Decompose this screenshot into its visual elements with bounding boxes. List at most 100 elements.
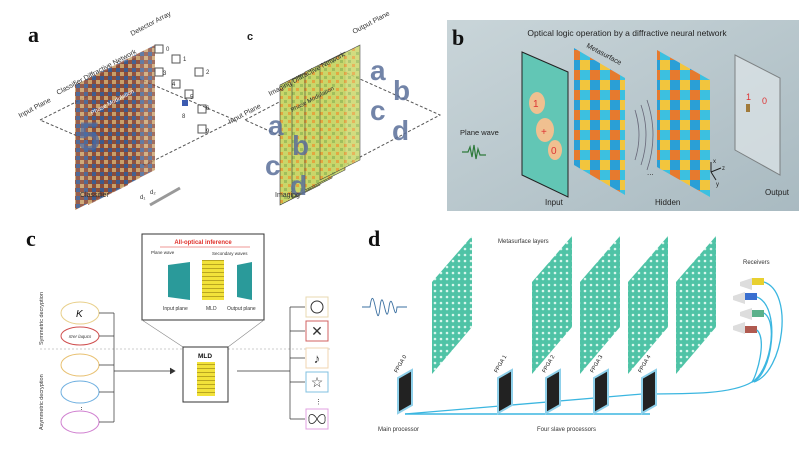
metasurface-layer (574, 48, 625, 195)
svg-text:a: a (268, 110, 284, 141)
panel-a-label: a (28, 22, 39, 47)
imaging-caption: Imaging (275, 192, 300, 199)
svg-text:5: 5 (190, 95, 194, 101)
panel-a: a 5 Input Plane Classifier Diffractive N… (18, 10, 237, 210)
axes-icon: xz y (710, 159, 725, 188)
input-digit: 5 (78, 115, 100, 159)
detector-label: Detector Array (130, 10, 173, 37)
panel-b: b Optical logic operation by a diffracti… (447, 20, 799, 211)
inset-mld-label: MLD (206, 306, 217, 312)
metasurface-layer-2 (580, 236, 620, 374)
input-label: Input (545, 198, 564, 207)
asym-ellipse-1 (60, 353, 100, 377)
svg-text:9: 9 (206, 129, 210, 135)
imaging-layer-4 (319, 44, 361, 181)
svg-text:b: b (393, 75, 410, 106)
ellipsis-right: ⋮ (315, 399, 322, 406)
metasurface-layer-3 (628, 236, 668, 374)
input-cell-1 (529, 92, 545, 114)
mld-box-label: MLD (198, 353, 212, 360)
svg-text:c: c (370, 95, 386, 126)
input-value-0: 0 (551, 146, 557, 157)
detector-array: 0 1 2 3 4 5 6 8 9 (154, 44, 210, 135)
svg-text:y: y (716, 182, 719, 188)
secondary-waves-text: Secondary waves (212, 251, 248, 256)
inset-input-label: Input plane (163, 306, 188, 312)
svg-text:b: b (292, 130, 309, 161)
receivers-label: Receivers (743, 260, 770, 266)
zoom-line-right (227, 319, 265, 348)
svg-text:1: 1 (183, 57, 187, 63)
d2-label: d₂ (150, 190, 156, 196)
svg-text:a: a (370, 55, 386, 86)
fpga-4 (641, 368, 657, 415)
propagation-arrow (149, 186, 181, 207)
output-icons: ✕ ♪ ☆ ⋮ (305, 296, 329, 430)
inset-output-plane (237, 262, 252, 300)
plane-wave-label: Plane wave (460, 128, 499, 137)
cross-icon (305, 320, 329, 342)
svg-text:FPGA 0: FPGA 0 (394, 354, 409, 374)
svg-text:d: d (290, 170, 307, 201)
svg-text:d: d (392, 115, 409, 146)
input-cell-plus (536, 118, 554, 142)
fpga-3 (593, 368, 609, 415)
output-value-1: 1 (746, 92, 751, 102)
svg-text:2: 2 (206, 70, 210, 76)
asymmetric-label: Asymmetric decryption (39, 374, 45, 430)
metasurface-layers-label: Metasurface layers (498, 239, 549, 245)
panel-b-label: b (452, 25, 464, 50)
panel-c-label: c (26, 226, 36, 251)
asym-ellipse-2 (60, 380, 100, 404)
output-plane (734, 54, 781, 176)
classifier-caption: Classifier (80, 192, 109, 199)
hidden-label: Hidden (655, 198, 680, 207)
panel-d: d Metasurface layers Receivers (362, 226, 783, 433)
svg-text:FPGA 1: FPGA 1 (494, 354, 509, 374)
panel-imaging-label: c (247, 31, 253, 43)
inset-input-plane (168, 262, 190, 300)
imaging-output-plane-label: Output Plane (352, 10, 391, 35)
asym-ellipse-3 (60, 410, 100, 434)
output-label: Output (765, 188, 790, 197)
metasurface-layer-1 (532, 236, 572, 374)
plane-wave-text: Plane wave (151, 250, 175, 255)
svg-text:♪: ♪ (314, 351, 321, 366)
main-processor-label: Main processor (378, 427, 419, 433)
input-operator: + (541, 127, 547, 138)
ellipsis-left: ⋮ (78, 407, 85, 414)
music-note-icon (305, 347, 329, 369)
metasurface-layers (432, 236, 716, 374)
wave-icon (362, 298, 407, 316)
symmetric-label: Symmetric decryption (39, 292, 45, 345)
panel-imaging: c a b c d a b c d Input Plane Imaging Di… (228, 10, 442, 206)
inset-title: All-optical inference (174, 240, 232, 246)
fpga-0 (397, 368, 413, 415)
zoom-line-left (141, 319, 184, 348)
panel-d-label: d (368, 226, 380, 251)
fpga-1 (497, 368, 513, 415)
svg-text:x: x (713, 159, 716, 165)
key-symbol: K (76, 309, 84, 320)
svg-text:8: 8 (182, 114, 186, 120)
plane-wave-icon (462, 144, 486, 160)
hidden-layer (657, 50, 710, 197)
hidden-ellipsis: ... (647, 168, 654, 177)
phase-layer-4 (115, 45, 155, 190)
svg-text:6: 6 (206, 106, 210, 112)
wavefronts (634, 99, 654, 171)
mld-metasurface (197, 362, 215, 396)
svg-text:4: 4 (172, 82, 176, 88)
panel-b-title: Optical logic operation by a diffractive… (527, 28, 727, 38)
input-cell-0 (548, 140, 562, 160)
svg-text:✕: ✕ (311, 323, 323, 339)
image-letters: a b c d a b c d (265, 55, 410, 201)
svg-text:z: z (722, 166, 725, 172)
receivers (733, 278, 764, 334)
d1-label: d₁ (140, 195, 145, 201)
output-value-0: 0 (762, 96, 767, 106)
fpga-2 (545, 368, 561, 415)
svg-text:☆: ☆ (311, 374, 324, 390)
svg-text:c: c (265, 150, 281, 181)
cipher-text: rtrer laqucs (69, 334, 92, 339)
